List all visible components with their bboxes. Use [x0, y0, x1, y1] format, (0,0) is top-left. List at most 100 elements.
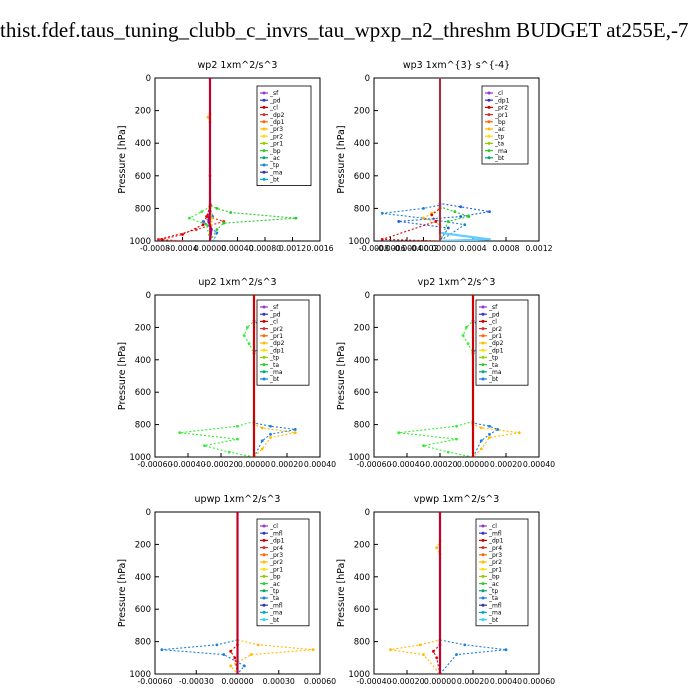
- series-point: [488, 210, 491, 214]
- series-point: [432, 649, 435, 653]
- legend-marker: [262, 582, 266, 586]
- series-point: [389, 648, 392, 652]
- legend-label: _ma: [269, 369, 283, 376]
- x-tick-label: -0.00060: [356, 460, 391, 469]
- series-point: [446, 220, 450, 223]
- legend-marker: [262, 312, 266, 316]
- series-point: [269, 424, 272, 428]
- y-axis-label: Pressure [hPa]: [117, 342, 128, 410]
- legend-label: _mfl: [488, 530, 502, 537]
- chart-title: wp2 1xm^2/s^3: [198, 60, 278, 71]
- series-point: [479, 439, 483, 443]
- legend-label: _ma: [269, 610, 283, 617]
- legend-marker: [481, 348, 485, 352]
- legend-marker: [262, 127, 266, 131]
- series-point: [269, 436, 272, 439]
- x-tick-label: 0.00000: [238, 460, 270, 469]
- chart-1: wp2 1xm^2/s^3 Pressure [hPa] 0 200 400 600 800…: [117, 60, 334, 253]
- series-group: [157, 78, 298, 241]
- y-tick-label: 0: [146, 508, 151, 518]
- series-point: [463, 643, 467, 647]
- legend-marker: [262, 355, 266, 359]
- legend-marker: [487, 91, 491, 95]
- series-point: [187, 216, 191, 220]
- series-point: [227, 450, 231, 454]
- chart-4: vp2 1xm^2/s^3 Pressure [hPa] 0 200 400 600 800…: [336, 277, 555, 469]
- legend-marker: [262, 377, 266, 381]
- legend-label: _pd: [269, 311, 281, 318]
- series-point: [215, 231, 219, 235]
- series-point: [293, 431, 297, 435]
- y-tick-label: 400: [354, 139, 370, 149]
- series-point: [397, 431, 401, 435]
- y-tick-label: 800: [354, 204, 370, 214]
- legend-marker: [262, 348, 266, 352]
- legend: _cl_dp1_pr2_pr1_bp_ac_tp_ta_ma_bt: [481, 85, 529, 165]
- y-tick-label: 0: [365, 508, 370, 518]
- legend-label: _mfl: [488, 602, 502, 609]
- legend-label: _pr3: [269, 552, 283, 559]
- legend-marker: [487, 134, 491, 138]
- x-tick-label: -0.00040: [356, 677, 391, 686]
- series-point: [504, 648, 508, 652]
- legend-label: _pr2: [488, 559, 502, 566]
- series-point: [236, 437, 239, 441]
- series-line: [382, 78, 441, 241]
- legend-label: _pr1: [269, 333, 283, 340]
- legend-marker: [262, 589, 266, 593]
- y-tick-label: 1000: [348, 237, 370, 247]
- legend-marker: [262, 560, 266, 564]
- legend-label: _dp2: [488, 340, 504, 347]
- legend-label: _dp1: [494, 97, 510, 104]
- series-point: [459, 215, 463, 218]
- series-point: [242, 334, 246, 337]
- series-line: [390, 512, 441, 674]
- y-axis-label: Pressure [hPa]: [117, 125, 128, 193]
- legend-marker: [481, 546, 485, 550]
- series-point: [233, 656, 237, 660]
- legend-label: _sf: [269, 90, 279, 97]
- legend-marker: [487, 120, 491, 124]
- series-group: [397, 295, 521, 457]
- y-tick-label: 0: [365, 291, 370, 301]
- series-point: [455, 424, 458, 428]
- legend-label: _pr2: [269, 559, 283, 566]
- y-tick-label: 600: [354, 605, 370, 615]
- legend-marker: [481, 610, 485, 614]
- legend-label: _cl: [488, 523, 497, 530]
- legend: _sf_pd_cl_dp2_dp1_pr3_pr2_pr1_bp_ac_tp_m…: [256, 85, 312, 186]
- series-point: [446, 450, 450, 454]
- legend-marker: [481, 524, 485, 528]
- series-point: [434, 220, 438, 223]
- legend-label: _bt: [488, 376, 499, 383]
- y-tick-label: 400: [135, 573, 151, 583]
- x-tick-label: -0.00060: [137, 677, 172, 686]
- legend-marker: [262, 156, 266, 160]
- y-tick-label: 800: [354, 421, 370, 431]
- series-group: [178, 295, 297, 457]
- series-point: [455, 653, 458, 656]
- series-point: [488, 436, 491, 439]
- legend-marker: [262, 105, 266, 109]
- legend-label: _ta: [494, 141, 504, 148]
- series-line: [439, 78, 471, 241]
- series-point: [215, 228, 219, 231]
- legend-label: _tp: [488, 355, 498, 362]
- legend-marker: [481, 370, 485, 374]
- x-tick-label: -0.0004: [392, 244, 422, 253]
- legend-label: _pr2: [488, 326, 502, 333]
- series-point: [215, 207, 219, 210]
- series-point: [246, 326, 249, 329]
- legend-marker: [262, 546, 266, 550]
- legend-label: _pd: [488, 311, 500, 318]
- x-tick-label: 0.0008: [492, 244, 519, 253]
- legend-label: _cl: [494, 90, 503, 97]
- series-point: [256, 643, 260, 647]
- legend-marker: [262, 363, 266, 367]
- legend-label: _ac: [488, 581, 499, 588]
- legend-marker: [481, 582, 485, 586]
- y-tick-label: 400: [354, 356, 370, 366]
- series-point: [294, 216, 298, 220]
- series-group: [160, 512, 315, 674]
- y-axis-label: Pressure [hPa]: [336, 125, 347, 193]
